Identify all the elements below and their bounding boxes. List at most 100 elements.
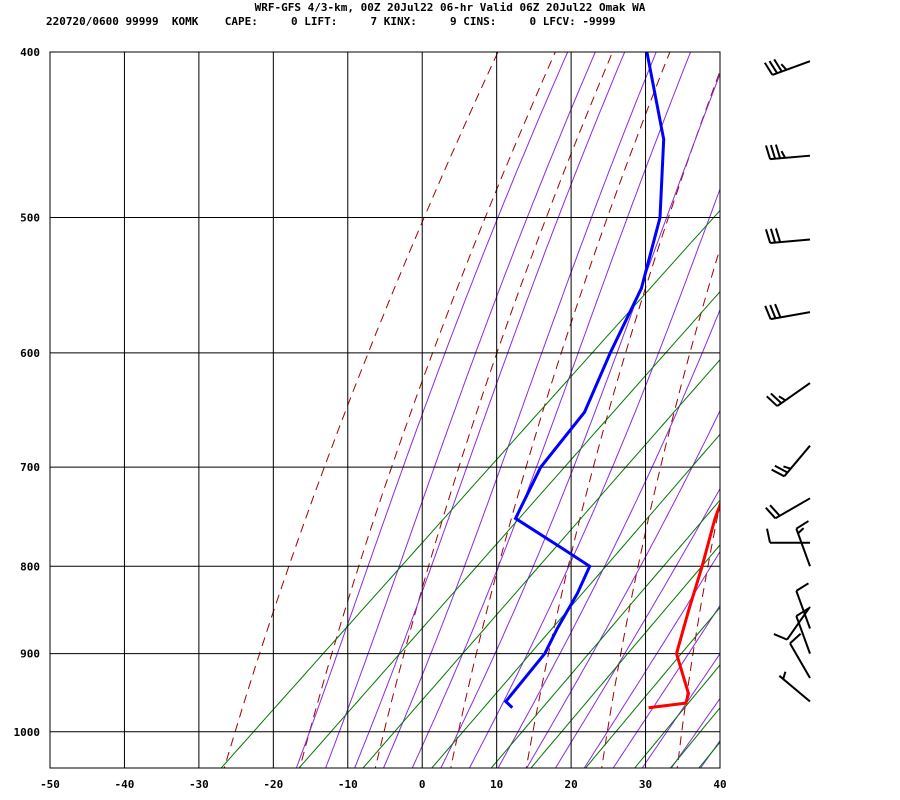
wind-barb	[764, 303, 811, 321]
moist-adiabat	[641, 652, 720, 768]
chart-title: WRF-GFS 4/3-km, 00Z 20Jul22 06-hr Valid …	[254, 1, 646, 14]
barb-staff	[795, 615, 811, 654]
mixing-ratio-line	[298, 291, 720, 768]
barb-full-tick	[770, 392, 783, 404]
x-tick-label: -20	[263, 778, 283, 791]
moist-adiabat	[325, 52, 596, 768]
barb-full-tick	[773, 633, 788, 641]
x-tick-label: -30	[189, 778, 209, 791]
barb-staff	[778, 675, 811, 703]
barb-full-tick	[764, 228, 772, 244]
wind-barb	[795, 607, 811, 654]
dry-adiabat	[374, 52, 614, 768]
barb-full-tick	[795, 520, 809, 530]
barb-full-tick	[774, 144, 782, 159]
y-tick-label: 900	[20, 648, 40, 661]
x-tick-label: 10	[490, 778, 503, 791]
y-tick-label: 500	[20, 212, 40, 225]
tick-labels: -50 -40 -30 -20 -10 0 10 20 30 40 400 500 600 700 800 9…	[14, 46, 727, 791]
x-tick-label: 20	[564, 778, 577, 791]
moist-adiabat	[612, 604, 720, 768]
mixing-ratio-line	[530, 544, 720, 768]
y-tick-label: 600	[20, 347, 40, 360]
mixing-ratio-line	[634, 664, 720, 768]
barb-staff	[774, 497, 811, 520]
barb-full-tick	[764, 305, 772, 320]
moist-adiabat	[497, 308, 720, 768]
mixing-ratio-line	[584, 606, 720, 768]
x-tick-label: -50	[40, 778, 60, 791]
barb-full-tick	[789, 632, 802, 645]
dry-adiabat	[828, 33, 900, 775]
barb-full-tick	[774, 303, 782, 318]
barb-full-tick	[766, 528, 771, 543]
barb-staff	[789, 642, 811, 679]
barb-full-tick	[769, 504, 781, 517]
barb-staff	[795, 528, 811, 567]
barb-full-tick	[768, 60, 778, 74]
moist-adiabat	[440, 72, 720, 768]
barb-full-tick	[765, 507, 777, 519]
barb-half-tick	[782, 671, 787, 680]
moist-adiabat	[583, 550, 720, 768]
barb-staff	[770, 154, 811, 161]
barb-half-tick	[797, 527, 805, 535]
barb-full-tick	[771, 468, 785, 478]
barb-full-tick	[764, 145, 772, 160]
dry-adiabat	[299, 52, 556, 768]
wind-barb	[795, 520, 811, 567]
barb-full-tick	[769, 228, 777, 243]
moist-adiabat	[468, 187, 720, 768]
x-tick-label: -40	[115, 778, 135, 791]
barb-full-tick	[769, 144, 777, 160]
mixing-ratio-line	[362, 358, 720, 768]
x-tick-label: -10	[338, 778, 358, 791]
barb-full-tick	[795, 582, 809, 592]
moist-adiabat	[725, 33, 900, 775]
barb-full-tick	[774, 228, 782, 243]
wind-barb	[766, 528, 810, 544]
y-tick-label: 800	[20, 560, 40, 573]
temperature-profile	[648, 500, 720, 710]
series-lines	[503, 52, 720, 710]
grid-lines	[50, 51, 720, 768]
plot-background	[50, 52, 720, 768]
dry-adiabat	[601, 246, 720, 768]
barb-staff	[795, 590, 811, 629]
mixing-ratio-line	[490, 499, 720, 768]
wind-barb	[771, 445, 811, 478]
barb-staff	[776, 382, 811, 407]
barb-half-tick	[780, 63, 788, 71]
barb-half-tick	[780, 150, 786, 159]
y-tick-label: 400	[20, 46, 40, 59]
barb-full-tick	[773, 58, 783, 73]
plot-frame	[49, 51, 721, 769]
dry-adiabat	[223, 52, 499, 768]
wind-barb	[763, 58, 811, 76]
moist-adiabat	[699, 739, 720, 768]
barb-staff	[772, 60, 811, 76]
barb-full-tick	[774, 464, 788, 474]
barb-full-tick	[795, 607, 809, 617]
x-tick-label: 30	[639, 778, 652, 791]
wind-barb	[778, 671, 811, 703]
moist-adiabat	[382, 52, 657, 768]
y-tick-label: 1000	[14, 726, 41, 739]
dry-adiabat	[450, 52, 671, 768]
mixing-ratio-line	[698, 741, 720, 768]
barb-full-tick	[769, 304, 777, 319]
barb-staff	[783, 445, 811, 477]
mixing-ratio-line	[220, 209, 720, 768]
moist-adiabat	[554, 487, 720, 768]
moist-adiabat	[526, 409, 720, 768]
sounding-indices: 220720/0600 99999 KOMK CAPE: 0 LIFT: 7 K…	[46, 15, 616, 28]
wind-barb	[795, 582, 811, 629]
barb-full-tick	[763, 62, 774, 76]
moist-adiabat	[354, 52, 626, 768]
y-tick-label: 700	[20, 461, 40, 474]
x-tick-label: 0	[419, 778, 426, 791]
barb-half-tick	[783, 465, 792, 470]
wind-barb	[764, 144, 811, 161]
barb-half-tick	[778, 395, 786, 402]
